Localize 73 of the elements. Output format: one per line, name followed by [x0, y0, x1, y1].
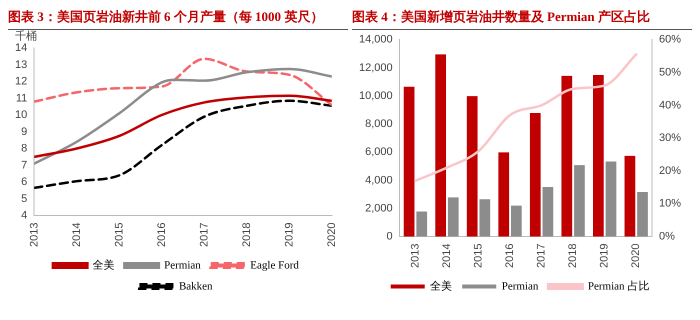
- y-tick-label: 6,000: [365, 146, 393, 158]
- bar: [606, 162, 616, 237]
- bar: [561, 76, 572, 237]
- x-tick-label: 2015: [113, 222, 126, 248]
- y2-tick-label: 60%: [658, 34, 682, 46]
- line-series: [34, 100, 332, 190]
- legend-label: Permian: [502, 280, 539, 292]
- chart-title: 图表 3：美国页岩油新井前 6 个月产量（每 1000 英尺）: [8, 8, 348, 30]
- bar: [637, 192, 648, 237]
- y-tick-label: 14,000: [358, 34, 393, 46]
- y-tick-label: 14: [14, 42, 28, 54]
- y2-tick-label: 20%: [658, 164, 682, 177]
- x-tick-label: 2018: [240, 222, 253, 248]
- bar: [530, 113, 541, 237]
- x-tick-label: 2013: [28, 222, 40, 248]
- bar: [466, 96, 478, 237]
- x-tick-label: 2020: [326, 222, 338, 248]
- y-tick-label: 13: [14, 58, 28, 71]
- x-tick-label: 2020: [630, 244, 642, 268]
- bar: [624, 156, 636, 237]
- bar: [448, 197, 459, 237]
- bar: [542, 187, 554, 237]
- y2-tick-label: 10%: [658, 198, 682, 210]
- x-tick-label: 2013: [409, 244, 422, 268]
- x-tick-label: 2016: [156, 222, 168, 248]
- bar: [416, 211, 428, 237]
- y-tick-label: 8: [21, 142, 28, 155]
- legend-label: Eagle Ford: [250, 259, 300, 272]
- x-tick-label: 2019: [283, 222, 296, 248]
- y-tick-label: 11: [16, 92, 28, 104]
- y2-tick-label: 0%: [658, 230, 676, 243]
- legend-label: Permian 占比: [588, 279, 650, 292]
- line-series: [34, 58, 332, 106]
- x-tick-label: 2019: [598, 244, 611, 268]
- y-tick-label: 0: [386, 230, 393, 243]
- legend-label: Permian: [164, 259, 202, 272]
- y2-tick-label: 50%: [658, 66, 682, 78]
- x-tick-label: 2016: [504, 244, 516, 268]
- bar: [574, 165, 585, 237]
- x-tick-label: 2017: [198, 222, 210, 248]
- y-tick-label: 2,000: [365, 202, 393, 214]
- y-tick-label: 8,000: [365, 118, 393, 130]
- bar: [510, 206, 522, 237]
- y-tick-label: 9: [21, 126, 28, 138]
- x-tick-label: 2014: [440, 244, 453, 268]
- legend-label: 全美: [92, 258, 115, 272]
- bar: [435, 54, 446, 237]
- y-tick-label: 6: [21, 176, 28, 188]
- y-tick-label: 5: [21, 192, 28, 205]
- bar: [479, 199, 490, 237]
- y-tick-label: 7: [21, 159, 28, 172]
- y-tick-label: 10: [14, 109, 28, 122]
- y-tick-label: 4: [21, 210, 28, 222]
- x-tick-label: 2015: [472, 244, 485, 268]
- line-series: [414, 53, 638, 182]
- legend-label: Bakken: [178, 280, 214, 292]
- legend-label: 全美: [430, 279, 452, 292]
- x-tick-label: 2018: [567, 244, 580, 268]
- line-series: [34, 68, 332, 165]
- y-tick-label: 12: [14, 76, 28, 88]
- y2-tick-label: 30%: [658, 132, 682, 144]
- bar: [593, 75, 604, 237]
- line-series: [34, 94, 332, 158]
- y-tick-label: 12,000: [358, 62, 393, 74]
- y-tick-label: 10,000: [358, 90, 393, 102]
- y-axis-title: 千桶: [15, 29, 37, 42]
- y-tick-label: 4,000: [365, 174, 393, 186]
- x-tick-label: 2017: [536, 244, 548, 268]
- x-tick-label: 2014: [70, 222, 83, 248]
- chart-title: 图表 4：美国新增页岩油井数量及 Permian 产区占比: [352, 8, 692, 30]
- bar: [404, 86, 414, 237]
- y2-tick-label: 40%: [658, 99, 682, 112]
- bar: [498, 152, 510, 237]
